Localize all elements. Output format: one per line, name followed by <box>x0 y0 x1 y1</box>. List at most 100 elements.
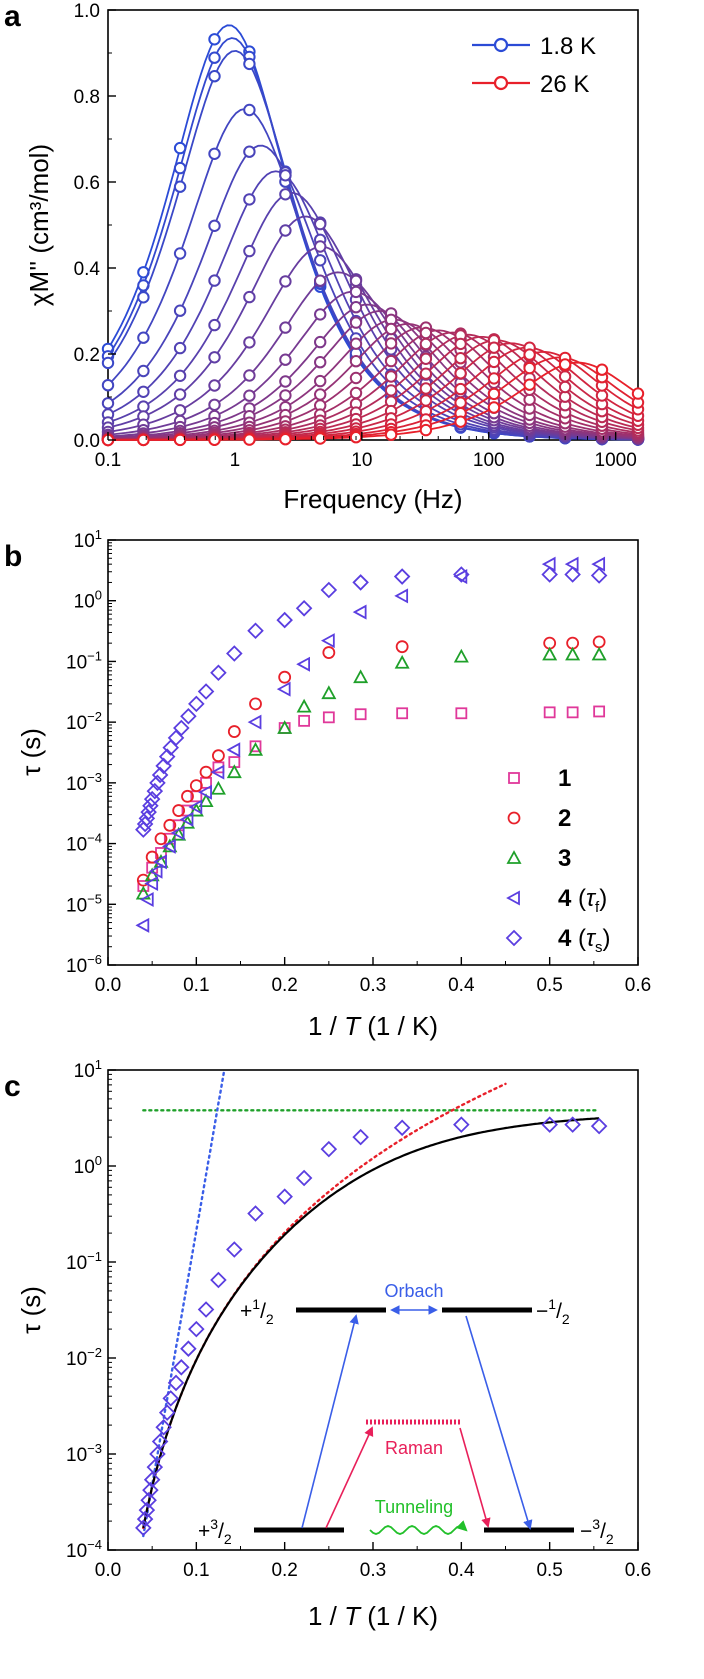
diamond-marker <box>135 1519 152 1537</box>
x-tick-label: 0.1 <box>95 450 121 471</box>
curve-line <box>107 144 639 441</box>
data-point <box>279 375 292 388</box>
panel-c-points <box>135 1116 608 1537</box>
circle-marker <box>199 765 213 779</box>
data-point <box>419 326 433 340</box>
data-point <box>487 341 501 354</box>
x-tick-label: 0.2 <box>271 1560 297 1581</box>
data-point <box>243 290 256 304</box>
diamond-marker <box>155 1418 172 1436</box>
circle-marker <box>592 635 606 649</box>
data-point <box>419 337 433 351</box>
panel-a-y-title: χM'' (cm³/mol) <box>24 144 54 306</box>
diamond-marker <box>505 929 523 947</box>
data-point <box>419 367 433 380</box>
circle-marker <box>172 804 186 817</box>
curve-line <box>107 290 639 440</box>
triangle-up-marker <box>591 646 607 661</box>
data-point <box>279 275 292 288</box>
data-point <box>137 364 150 378</box>
square-marker <box>593 705 606 718</box>
data-point <box>314 432 327 445</box>
data-point <box>243 389 256 402</box>
triangle-left-marker <box>296 656 311 672</box>
data-point <box>523 393 536 406</box>
data-point <box>558 370 572 383</box>
data-point <box>523 361 536 375</box>
square-marker <box>354 708 367 721</box>
raman-label: Raman <box>385 1438 443 1458</box>
diamond-marker <box>162 1390 179 1407</box>
y-tick-label: 101 <box>74 527 102 552</box>
raman-down-arrow <box>459 1427 491 1528</box>
data-point <box>173 180 187 193</box>
data-point <box>173 341 187 355</box>
data-point <box>487 355 501 369</box>
data-point <box>349 386 363 400</box>
data-point <box>137 291 150 304</box>
diamond-marker <box>393 568 411 585</box>
data-point <box>173 388 187 401</box>
data-point <box>173 404 187 417</box>
data-point <box>454 415 467 428</box>
panel-a-x-title: Frequency (Hz) <box>283 484 462 514</box>
y-tick-label: 0.8 <box>74 87 100 108</box>
curve-line <box>107 318 639 440</box>
x-tick-label: 0.0 <box>95 975 121 996</box>
triangle-up-marker <box>188 802 204 817</box>
curve-line <box>107 322 639 440</box>
diamond-marker <box>143 1471 161 1488</box>
circle-marker <box>507 811 521 825</box>
square-marker <box>249 740 262 753</box>
x-tick-label: 0.1 <box>183 1560 209 1581</box>
panel-c-x-axis: 0.0 0.1 0.2 0.3 0.4 0.5 0.6 <box>95 1542 651 1581</box>
diamond-marker <box>143 790 161 808</box>
orbach-down-arrow <box>465 1315 533 1530</box>
data-point <box>208 433 221 446</box>
panel-c-fits <box>142 1070 600 1538</box>
diamond-marker <box>226 1241 243 1258</box>
x-tick-label: 0.1 <box>183 975 209 996</box>
data-point <box>384 384 398 397</box>
x-tick-label: 0.3 <box>360 975 386 996</box>
data-point <box>208 274 221 287</box>
y-tick-label: 10−4 <box>66 831 102 856</box>
triangle-left-marker <box>276 681 291 697</box>
series-2 <box>136 635 606 887</box>
panel-a-label: a <box>4 0 21 33</box>
data-point <box>314 254 327 267</box>
triangle-up-marker <box>542 646 558 661</box>
data-point <box>349 355 363 368</box>
circle-marker <box>278 670 292 684</box>
triangle-left-marker <box>394 588 409 604</box>
diamond-marker <box>149 1445 166 1463</box>
circle-marker <box>163 818 177 832</box>
panel-b-points <box>135 556 608 933</box>
diamond-marker <box>142 1481 159 1499</box>
x-tick-label: 0.5 <box>536 1560 562 1581</box>
data-point <box>279 169 292 182</box>
legend-entry: 2 <box>558 805 571 832</box>
square-marker <box>543 706 556 719</box>
diamond-marker <box>188 695 205 713</box>
orbach-label: Orbach <box>384 1281 443 1301</box>
curve-line <box>107 329 639 441</box>
triangle-left-marker <box>139 891 154 907</box>
diamond-marker <box>173 1359 190 1376</box>
panel-b-y-axis: 10−6 10−5 10−4 10−3 10−2 10−1 100 101 <box>66 527 116 977</box>
data-point <box>243 193 256 206</box>
square-marker <box>508 772 520 784</box>
diamond-marker <box>151 1433 169 1450</box>
data-point <box>487 387 501 401</box>
data-point <box>349 316 363 329</box>
curve-line <box>107 303 639 439</box>
circle-marker <box>322 646 336 659</box>
data-point <box>279 389 292 402</box>
data-point <box>419 394 433 407</box>
x-tick-label: 0.6 <box>625 975 651 996</box>
data-point <box>208 379 221 392</box>
data-point <box>279 353 292 366</box>
data-point <box>595 363 609 376</box>
data-point <box>454 367 467 380</box>
